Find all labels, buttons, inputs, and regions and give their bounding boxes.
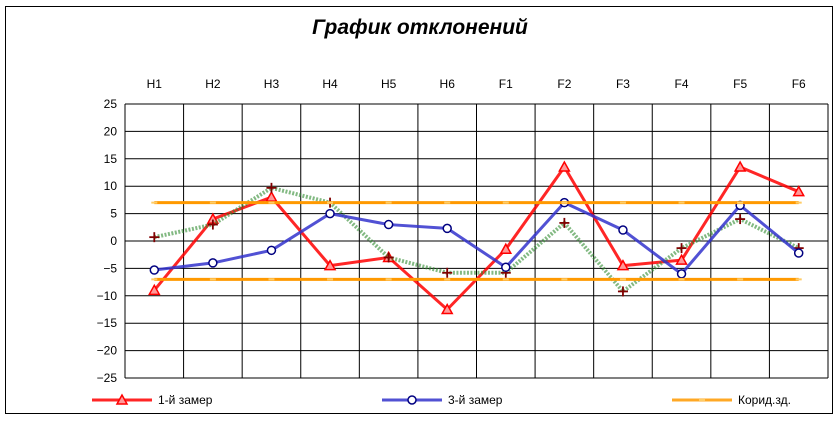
category-label: F4 (675, 77, 689, 91)
plus-marker (266, 182, 277, 193)
plus-marker (149, 232, 160, 243)
y-axis-ticks: 25 20 15 10 5 0 −5 −10 −15 −20 −25 (97, 97, 118, 385)
category-label: F6 (792, 77, 806, 91)
category-labels: H1 H2 H3 H4 H5 H6 F1 F2 F3 F4 F5 F6 (147, 77, 806, 91)
series-2 (149, 197, 804, 279)
plus-marker (559, 217, 570, 228)
legend-item: 3-й замер (382, 393, 503, 407)
triangle-marker (323, 259, 337, 271)
triangle-marker (440, 302, 454, 315)
triangle-marker (148, 283, 161, 296)
y-tick-label: −10 (97, 289, 118, 303)
circle-marker (442, 223, 452, 234)
category-label: F2 (557, 77, 571, 91)
category-label: H4 (322, 77, 338, 91)
triangle-marker (733, 160, 747, 172)
legend: 1-й замер 3-й замер Корид.зд. (92, 393, 791, 407)
plus-marker (676, 243, 687, 254)
y-tick-label: 15 (104, 152, 118, 166)
circle-marker (266, 245, 277, 256)
y-tick-label: 20 (104, 124, 118, 138)
triangle-marker (499, 242, 513, 254)
plus-marker (383, 252, 394, 263)
circle-marker (325, 208, 335, 219)
series-layer (148, 160, 805, 315)
plot-grid (124, 103, 829, 379)
series-1 (149, 182, 804, 297)
circle-marker (501, 262, 511, 273)
legend-label: 1-й замер (158, 393, 213, 407)
plus-marker (735, 214, 746, 225)
legend-item: Корид.зд. (672, 393, 791, 407)
series-line (154, 201, 800, 276)
legend-item: 1-й замер (92, 393, 213, 407)
triangle-marker (792, 185, 805, 197)
category-label: H1 (147, 77, 163, 91)
plus-marker (617, 286, 628, 297)
category-label: H5 (381, 77, 397, 91)
category-label: F3 (616, 77, 630, 91)
circle-marker (676, 269, 687, 279)
chart-title: График отклонений (312, 16, 528, 39)
y-tick-label: 5 (110, 207, 117, 221)
category-label: F5 (733, 77, 747, 91)
y-tick-label: 10 (104, 179, 118, 193)
y-tick-label: −25 (97, 371, 118, 385)
y-tick-label: 25 (104, 97, 118, 111)
deviation-chart: График отклонений H1 H2 H3 H4 H5 H6 F1 F2 F3 F4 F5… (92, 16, 829, 407)
legend-label: Корид.зд. (738, 393, 791, 407)
triangle-marker (616, 259, 630, 271)
circle-marker (208, 258, 218, 268)
circle-marker (149, 265, 160, 275)
plus-marker (207, 219, 218, 230)
plus-marker (442, 267, 453, 278)
y-tick-label: 0 (110, 234, 117, 248)
category-label: H6 (440, 77, 456, 91)
legend-label: 3-й замер (448, 393, 503, 407)
triangle-marker (115, 393, 129, 405)
y-tick-label: −5 (103, 261, 117, 275)
category-label: H3 (264, 77, 280, 91)
y-tick-label: −20 (97, 344, 118, 358)
circle-marker (407, 395, 417, 405)
circle-marker (383, 219, 394, 230)
category-label: H2 (205, 77, 221, 91)
triangle-marker (265, 190, 278, 202)
y-tick-label: −15 (97, 316, 118, 330)
triangle-marker (558, 160, 571, 172)
circle-marker (793, 248, 804, 258)
chart-frame: График отклонений H1 H2 H3 H4 H5 H6 F1 F2 F3 F4 F5… (5, 6, 833, 414)
circle-marker (618, 225, 628, 235)
triangle-marker (675, 253, 688, 265)
category-label: F1 (499, 77, 513, 91)
